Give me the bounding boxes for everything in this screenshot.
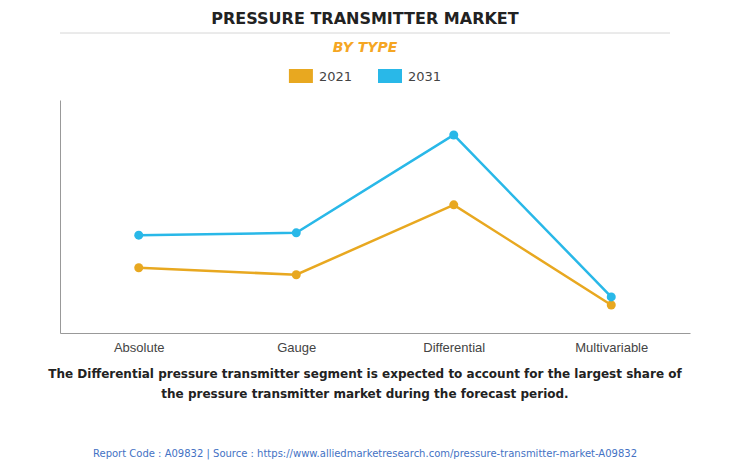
series-point (292, 270, 301, 279)
x-tick-label: Differential (423, 340, 485, 355)
y-axis-line (60, 101, 61, 334)
series-point (292, 228, 301, 237)
x-tick-label: Gauge (277, 340, 316, 355)
subtitle: BY TYPE (333, 39, 398, 55)
chart-svg: PRESSURE TRANSMITTER MARKETBY TYPE202120… (0, 0, 730, 473)
title: PRESSURE TRANSMITTER MARKET (211, 9, 518, 28)
plot-area: Absolute Gauge Differential Multivariable (61, 101, 691, 356)
x-tick: Absolute (114, 333, 165, 355)
x-tick: Differential (423, 333, 485, 355)
series-line (139, 205, 612, 305)
title-separator (60, 33, 670, 34)
annotation: The Differential pressure transmitter se… (48, 367, 682, 381)
data-layer (134, 130, 616, 309)
series-point (449, 130, 458, 139)
x-axis: Absolute Gauge Differential Multivariable (61, 333, 691, 355)
legend-swatch (378, 69, 402, 83)
series-point (607, 292, 616, 301)
legend-label: 2021 (319, 69, 352, 84)
series-line (139, 135, 612, 297)
legend-item: 2031 (378, 69, 441, 84)
legend-label: 2031 (408, 69, 441, 84)
x-tick-label: Absolute (114, 340, 165, 355)
x-tick-label: Multivariable (575, 340, 648, 355)
x-tick: Gauge (277, 333, 316, 355)
series-point (134, 263, 143, 272)
series-point (449, 200, 458, 209)
legend-swatch (289, 69, 313, 83)
x-tick: Multivariable (575, 333, 648, 355)
series-point (607, 301, 616, 310)
legend-item: 2021 (289, 69, 352, 84)
y-axis (60, 101, 61, 334)
annotation: the pressure transmitter market during t… (161, 387, 568, 401)
x-axis-line (61, 333, 691, 334)
legend: 2021 2031 (289, 69, 441, 84)
series-point (134, 231, 143, 240)
footer: Report Code : A09832 | Source : https://… (93, 448, 637, 460)
